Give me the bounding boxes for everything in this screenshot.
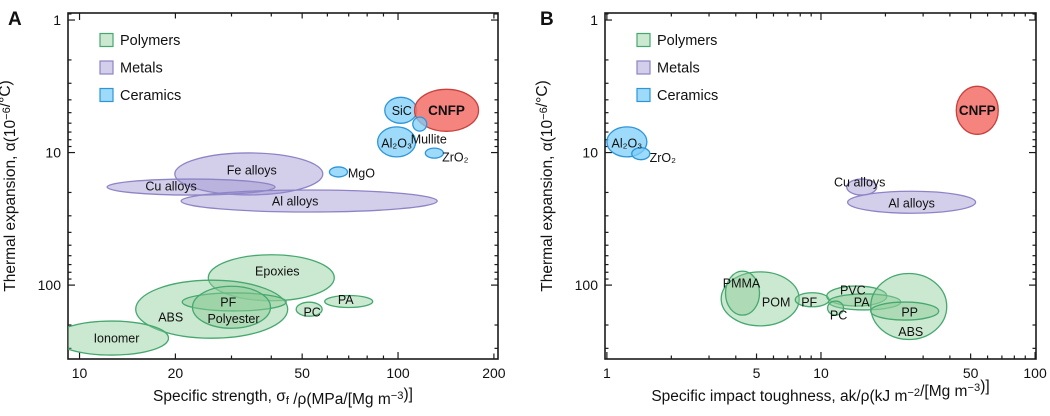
blob-pf [181, 292, 287, 312]
blob-label-abs: ABS [158, 311, 183, 325]
blob-cnfp-b [955, 85, 999, 135]
blob-label-pa: PA [338, 293, 354, 307]
legend-label-metals: Metals [120, 61, 163, 77]
x-tick-label: 1 [603, 365, 611, 381]
blob-label-zro2: ZrO₂ [442, 151, 469, 165]
legend-swatch-ceramics [99, 87, 114, 103]
legend-label-polymers: Polymers [120, 33, 180, 49]
legend-swatch-ceramics [636, 87, 651, 103]
blob-al2o3 [376, 126, 417, 158]
blob-label-epoxies: Epoxies [255, 264, 299, 278]
axis-ticks [68, 13, 498, 359]
blob-label-al-alloys: Al alloys [272, 195, 319, 209]
x-axis-title: Specific impact toughness, ak/ρ(kJ m−2/[… [651, 378, 989, 405]
blob-zro2-b [631, 147, 651, 161]
blob-cu-alloys [106, 178, 276, 196]
y-tick-label: 1 [53, 12, 61, 28]
x-tick-label: 50 [963, 365, 979, 381]
legend: Polymers Metals Ceramics [99, 32, 181, 104]
blob-label-abs-b: ABS [898, 325, 923, 339]
legend-swatch-polymers [99, 32, 114, 48]
x-tick-label: 10 [72, 365, 88, 381]
blob-fe-alloys [174, 152, 324, 196]
blob-label-cu-alloys-b: Cu alloys [834, 176, 885, 190]
panel-letter: A [8, 9, 22, 30]
blob-label-pvc: PVC [840, 284, 866, 298]
blob-label-ionomer: Ionomer [94, 332, 140, 346]
blob-al-alloys [180, 189, 438, 213]
legend: Polymers Metals Ceramics [636, 32, 718, 104]
blob-label-cnfp: CNFP [428, 103, 465, 118]
blob-pc-b [826, 300, 845, 316]
blob-label-mgo: MgO [348, 166, 375, 180]
x-tick-label: 200 [482, 365, 506, 381]
blob-label-polyester: Polyester [207, 312, 259, 326]
x-tick-label: 50 [294, 365, 310, 381]
y-tick-label: 100 [38, 277, 62, 293]
blob-pa [324, 294, 374, 309]
legend-label-metals: Metals [657, 61, 700, 77]
plot-frame [67, 12, 499, 360]
blobs [606, 85, 999, 341]
blob-pp [870, 301, 940, 321]
blob-label-cu-alloys: Cu alloys [145, 180, 196, 194]
blobs [68, 88, 480, 356]
panel-a: A 10 20 50 100 200 1 10 100 Specific strength, σf… [0, 9, 506, 408]
blob-label-pom: POM [762, 295, 790, 309]
axis-ticks [605, 13, 1036, 359]
x-tick-label: 10 [813, 365, 829, 381]
legend-label-ceramics: Ceramics [657, 88, 718, 104]
x-axis-title: Specific strength, σf /ρ(MPa/[Mg m−3)] [153, 386, 413, 408]
blob-label-zro2-b: ZrO₂ [650, 151, 677, 165]
panel-letter: B [540, 9, 554, 30]
blob-al-alloys-b [846, 190, 977, 214]
blob-label-al2o3: Al₂O₃ [381, 136, 412, 150]
blob-ionomer [68, 320, 170, 356]
y-tick-label: 10 [45, 145, 61, 161]
blob-label-sic: SiC [392, 104, 412, 118]
blob-pmma [724, 270, 761, 316]
blob-mgo [328, 166, 349, 178]
blob-label-fe-alloys: Fe alloys [227, 163, 277, 177]
blob-label-pf-b: PF [801, 295, 817, 309]
blob-mullite [412, 116, 428, 132]
blob-label-pp: PP [901, 306, 918, 320]
y-tick-label: 10 [582, 145, 598, 161]
blob-abs-b [870, 272, 948, 341]
y-axis-title: Thermal expansion, α(10−6/°C) [534, 80, 556, 291]
legend-label-ceramics: Ceramics [120, 88, 181, 104]
blob-label-mullite: Mullite [411, 133, 447, 147]
blob-label-pf: PF [220, 295, 236, 309]
blob-label-pmma: PMMA [723, 277, 761, 291]
y-axis-title: Thermal expansion, α(10−6/°C) [0, 80, 19, 291]
y-tick-label: 1 [590, 12, 598, 28]
blob-polyester [191, 285, 272, 329]
x-tick-label: 100 [1023, 365, 1047, 381]
x-tick-label: 5 [753, 365, 761, 381]
y-tick-label: 100 [575, 277, 599, 293]
legend-swatch-metals [99, 60, 114, 75]
blob-zro2 [424, 147, 444, 159]
x-tick-label: 100 [386, 365, 410, 381]
blob-epoxies [207, 254, 335, 302]
blob-cnfp [413, 88, 480, 132]
blob-label-pa-b: PA [854, 295, 870, 309]
blob-pom [720, 271, 800, 327]
blob-label-al2o3-b: Al₂O₃ [611, 136, 642, 150]
blob-label-cnfp-b: CNFP [959, 103, 996, 118]
x-tick-label: 20 [168, 365, 184, 381]
blob-abs [135, 279, 289, 339]
legend-label-polymers: Polymers [657, 33, 717, 49]
blob-pc [295, 301, 323, 317]
blob-label-al-alloys-b: Al alloys [888, 197, 935, 211]
blob-label-pc-b: PC [830, 309, 847, 323]
legend-swatch-metals [636, 60, 651, 75]
legend-swatch-polymers [636, 32, 651, 48]
blob-label-pc: PC [303, 306, 320, 320]
panel-b: B 1 5 10 50 100 1 10 100 Specific impact toughnes… [534, 9, 1047, 405]
